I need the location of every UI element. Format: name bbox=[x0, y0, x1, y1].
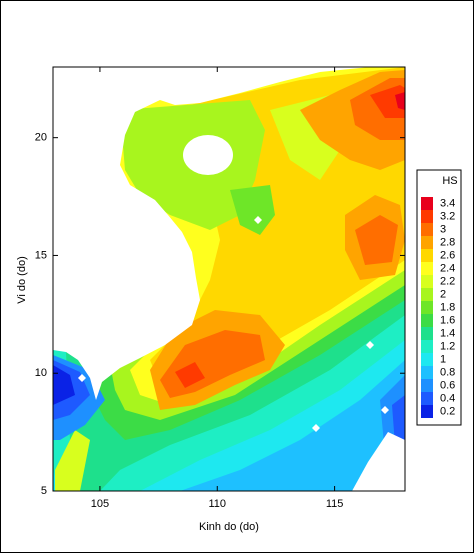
colorbar-label: 1.4 bbox=[440, 327, 455, 339]
colorbar-label: 2.6 bbox=[440, 249, 455, 261]
colorbar-swatch bbox=[421, 301, 433, 314]
contour-region bbox=[175, 362, 205, 388]
colorbar-label: 1.8 bbox=[440, 301, 455, 313]
colorbar-label: 2.4 bbox=[440, 262, 455, 274]
contour-region bbox=[53, 365, 75, 405]
colorbar-label: 0.6 bbox=[440, 379, 455, 391]
colorbar-label: 3.4 bbox=[440, 197, 455, 209]
contour-region bbox=[395, 92, 405, 110]
colorbar-title: HS bbox=[442, 175, 457, 187]
y-tick-label: 10 bbox=[35, 367, 47, 379]
x-tick-label: 105 bbox=[91, 498, 109, 510]
colorbar-swatch bbox=[421, 197, 433, 210]
contour-region bbox=[230, 185, 275, 235]
x-axis-label: Kinh do (do) bbox=[199, 521, 259, 533]
colorbar-swatch bbox=[421, 210, 433, 223]
contour-region bbox=[370, 85, 405, 118]
colorbar-swatch bbox=[421, 353, 433, 366]
y-tick-label: 15 bbox=[35, 249, 47, 261]
colorbar-swatch bbox=[421, 392, 433, 405]
x-tick-label: 115 bbox=[326, 498, 344, 510]
land bbox=[312, 424, 320, 432]
colorbar-label: 2.8 bbox=[440, 236, 455, 248]
colorbar-swatch bbox=[421, 275, 433, 288]
colorbar-swatch bbox=[421, 314, 433, 327]
colorbar-swatch bbox=[421, 236, 433, 249]
y-tick-label: 20 bbox=[35, 132, 47, 144]
y-axis-label: Vi do (do) bbox=[16, 256, 28, 304]
colorbar-label: 2 bbox=[440, 288, 446, 300]
colorbar-swatch bbox=[421, 288, 433, 301]
colorbar-swatch bbox=[421, 262, 433, 275]
colorbar-label: 1.2 bbox=[440, 340, 455, 352]
x-tick-label: 110 bbox=[208, 498, 226, 510]
colorbar-label: 1 bbox=[440, 353, 446, 365]
plot-border bbox=[52, 66, 406, 492]
land bbox=[53, 67, 370, 400]
land bbox=[254, 216, 262, 224]
colorbar-label: 2.2 bbox=[440, 275, 455, 287]
colorbar-swatch bbox=[421, 340, 433, 353]
colorbar-swatch bbox=[421, 223, 433, 236]
colorbar-swatch bbox=[421, 327, 433, 340]
land bbox=[381, 406, 389, 414]
field bbox=[53, 67, 405, 491]
land bbox=[352, 432, 405, 491]
colorbar-label: 3 bbox=[440, 223, 446, 235]
land bbox=[366, 341, 374, 349]
contour-region bbox=[55, 430, 90, 491]
colorbar-swatch bbox=[421, 366, 433, 379]
colorbar-label: 3.2 bbox=[440, 210, 455, 222]
colorbar-label: 0.2 bbox=[440, 405, 455, 417]
colorbar-swatch bbox=[421, 249, 433, 262]
colorbar-label: 0.4 bbox=[440, 392, 455, 404]
land bbox=[78, 374, 86, 382]
colorbar-swatch bbox=[421, 405, 433, 418]
colorbar-label: 1.6 bbox=[440, 314, 455, 326]
island bbox=[183, 135, 233, 175]
colorbar-swatch bbox=[421, 379, 433, 392]
contour-region bbox=[355, 215, 398, 265]
y-tick-label: 5 bbox=[41, 485, 47, 497]
colorbar-label: 0.8 bbox=[440, 366, 455, 378]
